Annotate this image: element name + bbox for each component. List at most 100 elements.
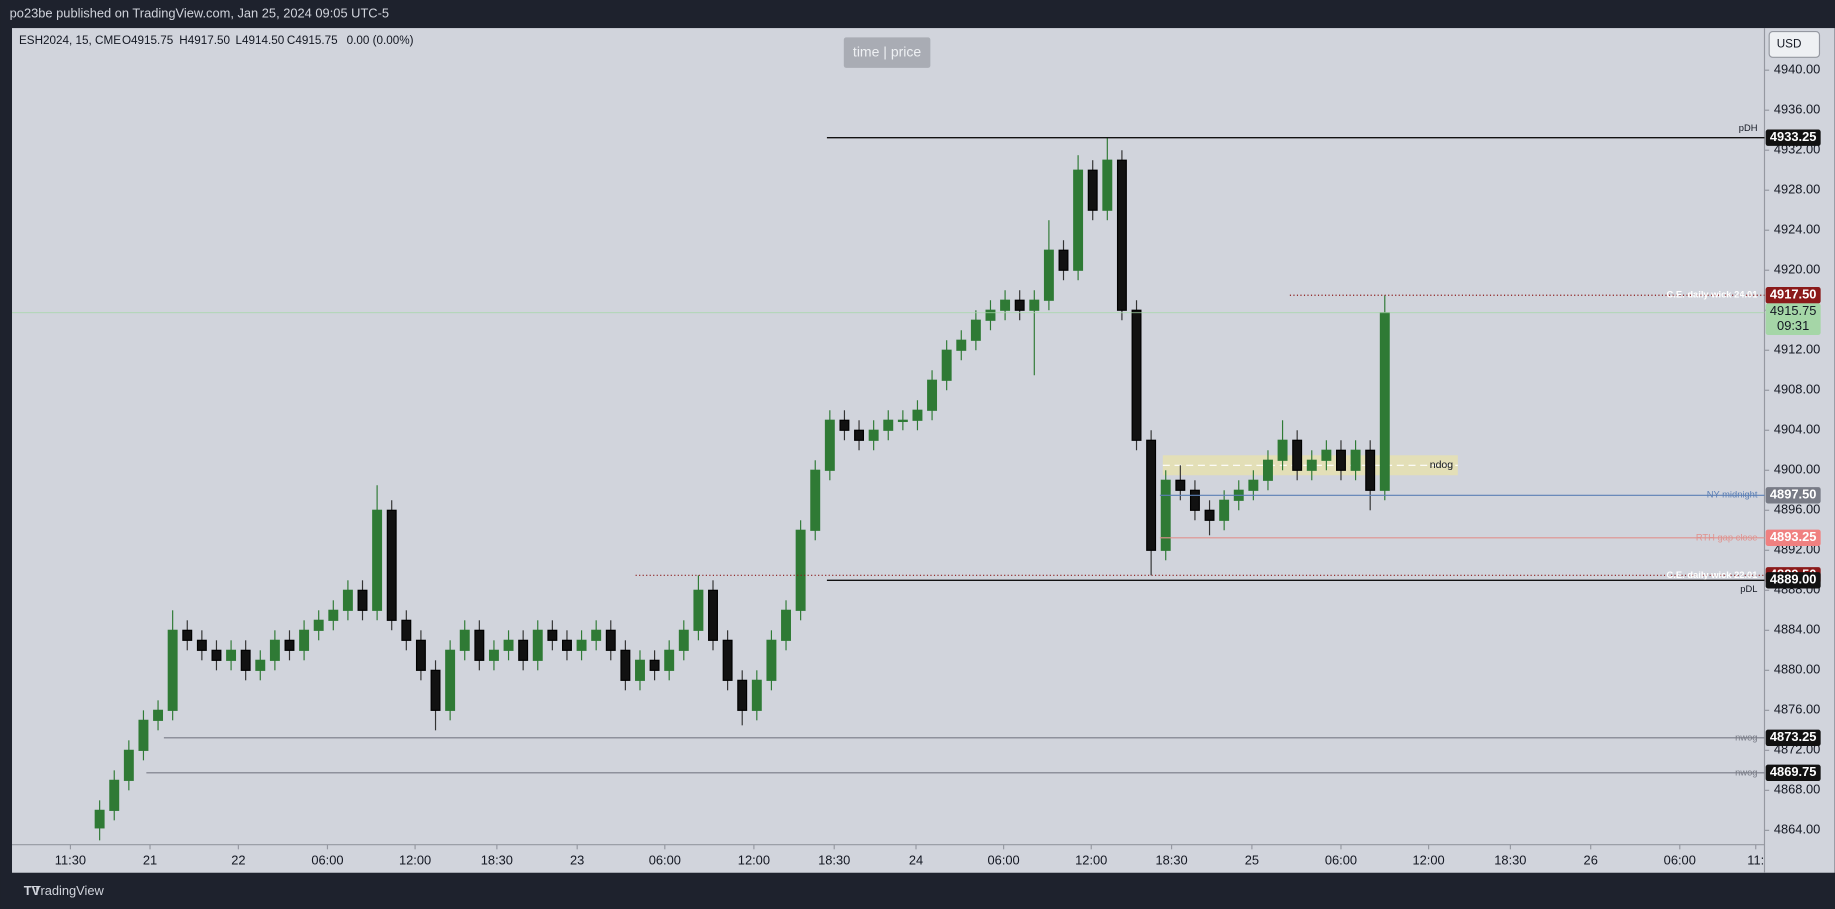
toggle-button[interactable] bbox=[843, 37, 931, 68]
level-label: NY midnight bbox=[1707, 490, 1758, 500]
price-tag-label: 4873.25 bbox=[1770, 729, 1816, 744]
candle-body bbox=[678, 629, 689, 651]
y-tick-label: 4884.00 bbox=[1774, 622, 1820, 637]
ndog-label: ndog bbox=[1430, 459, 1454, 471]
candle-body bbox=[313, 619, 324, 631]
candle-body bbox=[123, 749, 134, 781]
candle-body bbox=[985, 309, 996, 321]
candle-body bbox=[1204, 509, 1215, 521]
candle-body bbox=[1116, 159, 1127, 311]
brand: TradingView bbox=[33, 883, 104, 898]
level-label: pDL bbox=[1740, 584, 1757, 594]
candle-body bbox=[722, 639, 733, 681]
candle-body bbox=[1073, 169, 1084, 271]
y-tick-label: 4908.00 bbox=[1774, 382, 1820, 397]
level-label: nwog bbox=[1735, 732, 1757, 742]
candle-body bbox=[854, 429, 865, 441]
y-tick-label: 4912.00 bbox=[1774, 342, 1820, 357]
y-tick-label: 4936.00 bbox=[1774, 102, 1820, 117]
price-tag-label: 4889.00 bbox=[1770, 572, 1816, 587]
candle-body bbox=[269, 639, 280, 661]
countdown: 09:31 bbox=[1777, 318, 1809, 333]
candle-body bbox=[883, 419, 894, 431]
candle-body bbox=[547, 629, 558, 641]
price-tag bbox=[1765, 487, 1821, 504]
x-tick-label: 06:00 bbox=[311, 852, 343, 867]
candle-body bbox=[167, 629, 178, 711]
y-tick-label: 4904.00 bbox=[1774, 422, 1820, 437]
candle-body bbox=[94, 809, 105, 829]
candle-body bbox=[868, 429, 879, 441]
legend-low: L4914.50 bbox=[235, 34, 284, 47]
candle-body bbox=[109, 779, 120, 811]
x-tick-label: 06:00 bbox=[649, 852, 681, 867]
legend-close: C4915.75 bbox=[287, 34, 338, 47]
currency-label[interactable]: USD bbox=[1777, 38, 1802, 51]
candle-body bbox=[1189, 489, 1200, 511]
level-label: RTH gap close bbox=[1696, 532, 1758, 542]
price-tag bbox=[1765, 764, 1821, 782]
currency-button[interactable] bbox=[1768, 31, 1821, 58]
candle-body bbox=[1102, 159, 1113, 211]
candle-body bbox=[299, 629, 310, 651]
price-tag-label: 4893.25 bbox=[1770, 529, 1816, 544]
price-tag bbox=[1765, 729, 1821, 747]
candle-body bbox=[459, 629, 470, 651]
candle-body bbox=[1146, 439, 1157, 551]
candle-body bbox=[839, 419, 850, 431]
candle-body bbox=[781, 609, 791, 641]
candle-body bbox=[445, 649, 456, 711]
candle-body bbox=[795, 529, 806, 611]
candle-body bbox=[401, 619, 412, 641]
candle-body bbox=[605, 629, 616, 651]
candle-body bbox=[226, 649, 237, 661]
candle-body bbox=[532, 629, 543, 661]
candle-body bbox=[1219, 499, 1230, 521]
candle-body bbox=[488, 649, 499, 661]
price-tag bbox=[1765, 129, 1821, 146]
price-tag bbox=[1765, 529, 1821, 546]
candle-body bbox=[503, 639, 514, 651]
level-label: C.E. daily wick 24.01 bbox=[1667, 290, 1758, 300]
x-tick-label: 11:30 bbox=[55, 852, 86, 867]
candle-body bbox=[211, 649, 222, 661]
y-tick-label: 4924.00 bbox=[1774, 222, 1820, 237]
candle-body bbox=[386, 509, 397, 621]
candle-body bbox=[1365, 449, 1376, 491]
candle-body bbox=[328, 609, 339, 621]
candle-body bbox=[766, 639, 777, 681]
candle-body bbox=[1321, 449, 1332, 461]
x-tick-label: 25 bbox=[1245, 852, 1259, 867]
x-tick-label: 18:30 bbox=[1155, 852, 1187, 867]
candle-body bbox=[342, 589, 353, 611]
y-tick-label: 4868.00 bbox=[1774, 782, 1820, 797]
candle-body bbox=[708, 589, 718, 641]
price-tag-label: 4917.50 bbox=[1770, 287, 1816, 302]
candle-body bbox=[927, 379, 938, 411]
candle-body bbox=[1277, 439, 1288, 461]
y-tick-label: 4920.00 bbox=[1774, 262, 1820, 277]
candle-body bbox=[196, 639, 207, 651]
x-tick-label: 24 bbox=[909, 852, 923, 867]
candle-body bbox=[941, 349, 952, 381]
price-tag bbox=[1765, 287, 1821, 304]
price-tag bbox=[1765, 572, 1821, 589]
current-price-label: 4915.75 bbox=[1770, 303, 1816, 318]
candle-body bbox=[430, 669, 441, 711]
x-tick-label: 12:00 bbox=[1413, 852, 1445, 867]
x-tick-label: 06:00 bbox=[1664, 852, 1696, 867]
candle-body bbox=[810, 469, 821, 531]
x-tick-label: 21 bbox=[143, 852, 157, 867]
candle-body bbox=[664, 649, 675, 671]
candle-body bbox=[1000, 299, 1011, 311]
toggle-label[interactable]: time | price bbox=[853, 43, 921, 59]
candle-body bbox=[693, 589, 704, 631]
price-tag-label: 4897.50 bbox=[1770, 487, 1816, 502]
candle-body bbox=[751, 679, 762, 711]
candle-body bbox=[1175, 479, 1186, 491]
candle-body bbox=[1058, 249, 1069, 271]
candle-body bbox=[284, 639, 295, 651]
candle-body bbox=[970, 319, 981, 341]
